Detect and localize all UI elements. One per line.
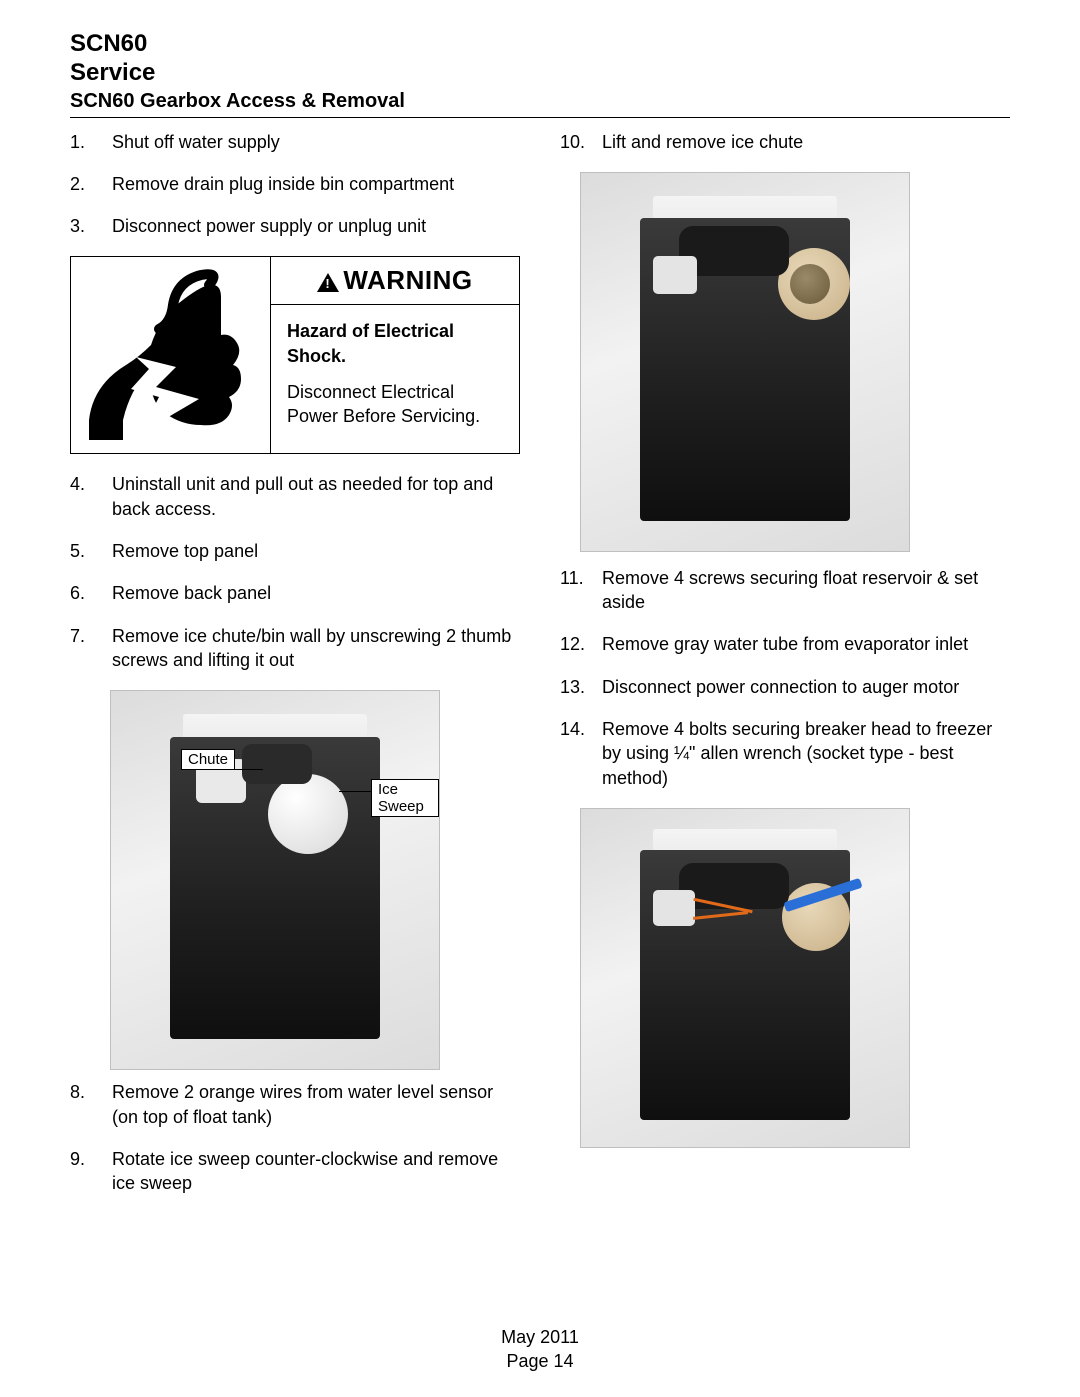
warning-bold-text: Hazard of Electrical Shock.: [287, 319, 503, 368]
step-item: 14. Remove 4 bolts securing breaker head…: [560, 717, 1010, 790]
figure-chute-removed: [580, 172, 910, 552]
step-text: Remove 4 bolts securing breaker head to …: [602, 717, 1010, 790]
step-number: 7.: [70, 624, 112, 648]
left-column: 1. Shut off water supply 2. Remove drain…: [70, 130, 520, 1214]
step-number: 10.: [560, 130, 602, 154]
figure-label-ice-sweep: Ice Sweep: [371, 779, 439, 817]
page-footer: May 2011 Page 14: [0, 1326, 1080, 1373]
warning-body: Hazard of Electrical Shock. Disconnect E…: [271, 305, 519, 442]
step-text: Remove gray water tube from evaporator i…: [602, 632, 1010, 656]
header-rule: [70, 117, 1010, 118]
step-text: Remove 2 orange wires from water level s…: [112, 1080, 520, 1129]
warning-icon-cell: [71, 257, 271, 453]
step-number: 5.: [70, 539, 112, 563]
step-item: 9. Rotate ice sweep counter-clockwise an…: [70, 1147, 520, 1196]
warning-triangle-icon: [317, 273, 339, 292]
step-text: Rotate ice sweep counter-clockwise and r…: [112, 1147, 520, 1196]
step-item: 6. Remove back panel: [70, 581, 520, 605]
step-number: 4.: [70, 472, 112, 496]
right-column: 10. Lift and remove ice chute 11. Remove…: [560, 130, 1010, 1214]
footer-page: Page 14: [0, 1350, 1080, 1373]
step-number: 11.: [560, 566, 602, 590]
step-text: Remove 4 screws securing float reservoir…: [602, 566, 1010, 615]
page-header: SCN60 Service SCN60 Gearbox Access & Rem…: [70, 30, 1010, 113]
step-number: 2.: [70, 172, 112, 196]
step-item: 5. Remove top panel: [70, 539, 520, 563]
model-label: SCN60: [70, 30, 1010, 59]
step-text: Lift and remove ice chute: [602, 130, 1010, 154]
shock-hand-icon: [81, 265, 261, 445]
step-number: 6.: [70, 581, 112, 605]
step-number: 8.: [70, 1080, 112, 1104]
step-item: 12. Remove gray water tube from evaporat…: [560, 632, 1010, 656]
step-item: 13. Disconnect power connection to auger…: [560, 675, 1010, 699]
step-text: Remove ice chute/bin wall by unscrewing …: [112, 624, 520, 673]
figure-chute-ice-sweep: Chute Ice Sweep: [110, 690, 440, 1070]
step-item: 1. Shut off water supply: [70, 130, 520, 154]
content-columns: 1. Shut off water supply 2. Remove drain…: [70, 130, 1010, 1214]
step-number: 13.: [560, 675, 602, 699]
step-number: 1.: [70, 130, 112, 154]
step-item: 3. Disconnect power supply or unplug uni…: [70, 214, 520, 238]
step-item: 7. Remove ice chute/bin wall by unscrewi…: [70, 624, 520, 673]
step-number: 14.: [560, 717, 602, 741]
warning-box: WARNING Hazard of Electrical Shock. Disc…: [70, 256, 520, 454]
warning-heading-text: WARNING: [343, 265, 472, 296]
step-number: 12.: [560, 632, 602, 656]
section-label: Service: [70, 59, 1010, 88]
step-text: Remove drain plug inside bin compartment: [112, 172, 520, 196]
step-item: 11. Remove 4 screws securing float reser…: [560, 566, 1010, 615]
step-text: Shut off water supply: [112, 130, 520, 154]
footer-date: May 2011: [0, 1326, 1080, 1349]
warning-body-text: Disconnect Electrical Power Before Servi…: [287, 382, 480, 426]
step-text: Disconnect power supply or unplug unit: [112, 214, 520, 238]
step-item: 10. Lift and remove ice chute: [560, 130, 1010, 154]
step-item: 8. Remove 2 orange wires from water leve…: [70, 1080, 520, 1129]
step-text: Uninstall unit and pull out as needed fo…: [112, 472, 520, 521]
figure-label-chute: Chute: [181, 749, 235, 770]
step-text: Remove back panel: [112, 581, 520, 605]
step-item: 4. Uninstall unit and pull out as needed…: [70, 472, 520, 521]
figure-allen-wrench: [580, 808, 910, 1148]
step-number: 9.: [70, 1147, 112, 1171]
step-text: Disconnect power connection to auger mot…: [602, 675, 1010, 699]
step-number: 3.: [70, 214, 112, 238]
warning-text-cell: WARNING Hazard of Electrical Shock. Disc…: [271, 257, 519, 453]
page-title: SCN60 Gearbox Access & Removal: [70, 90, 1010, 113]
step-item: 2. Remove drain plug inside bin compartm…: [70, 172, 520, 196]
warning-heading: WARNING: [271, 257, 519, 305]
step-text: Remove top panel: [112, 539, 520, 563]
